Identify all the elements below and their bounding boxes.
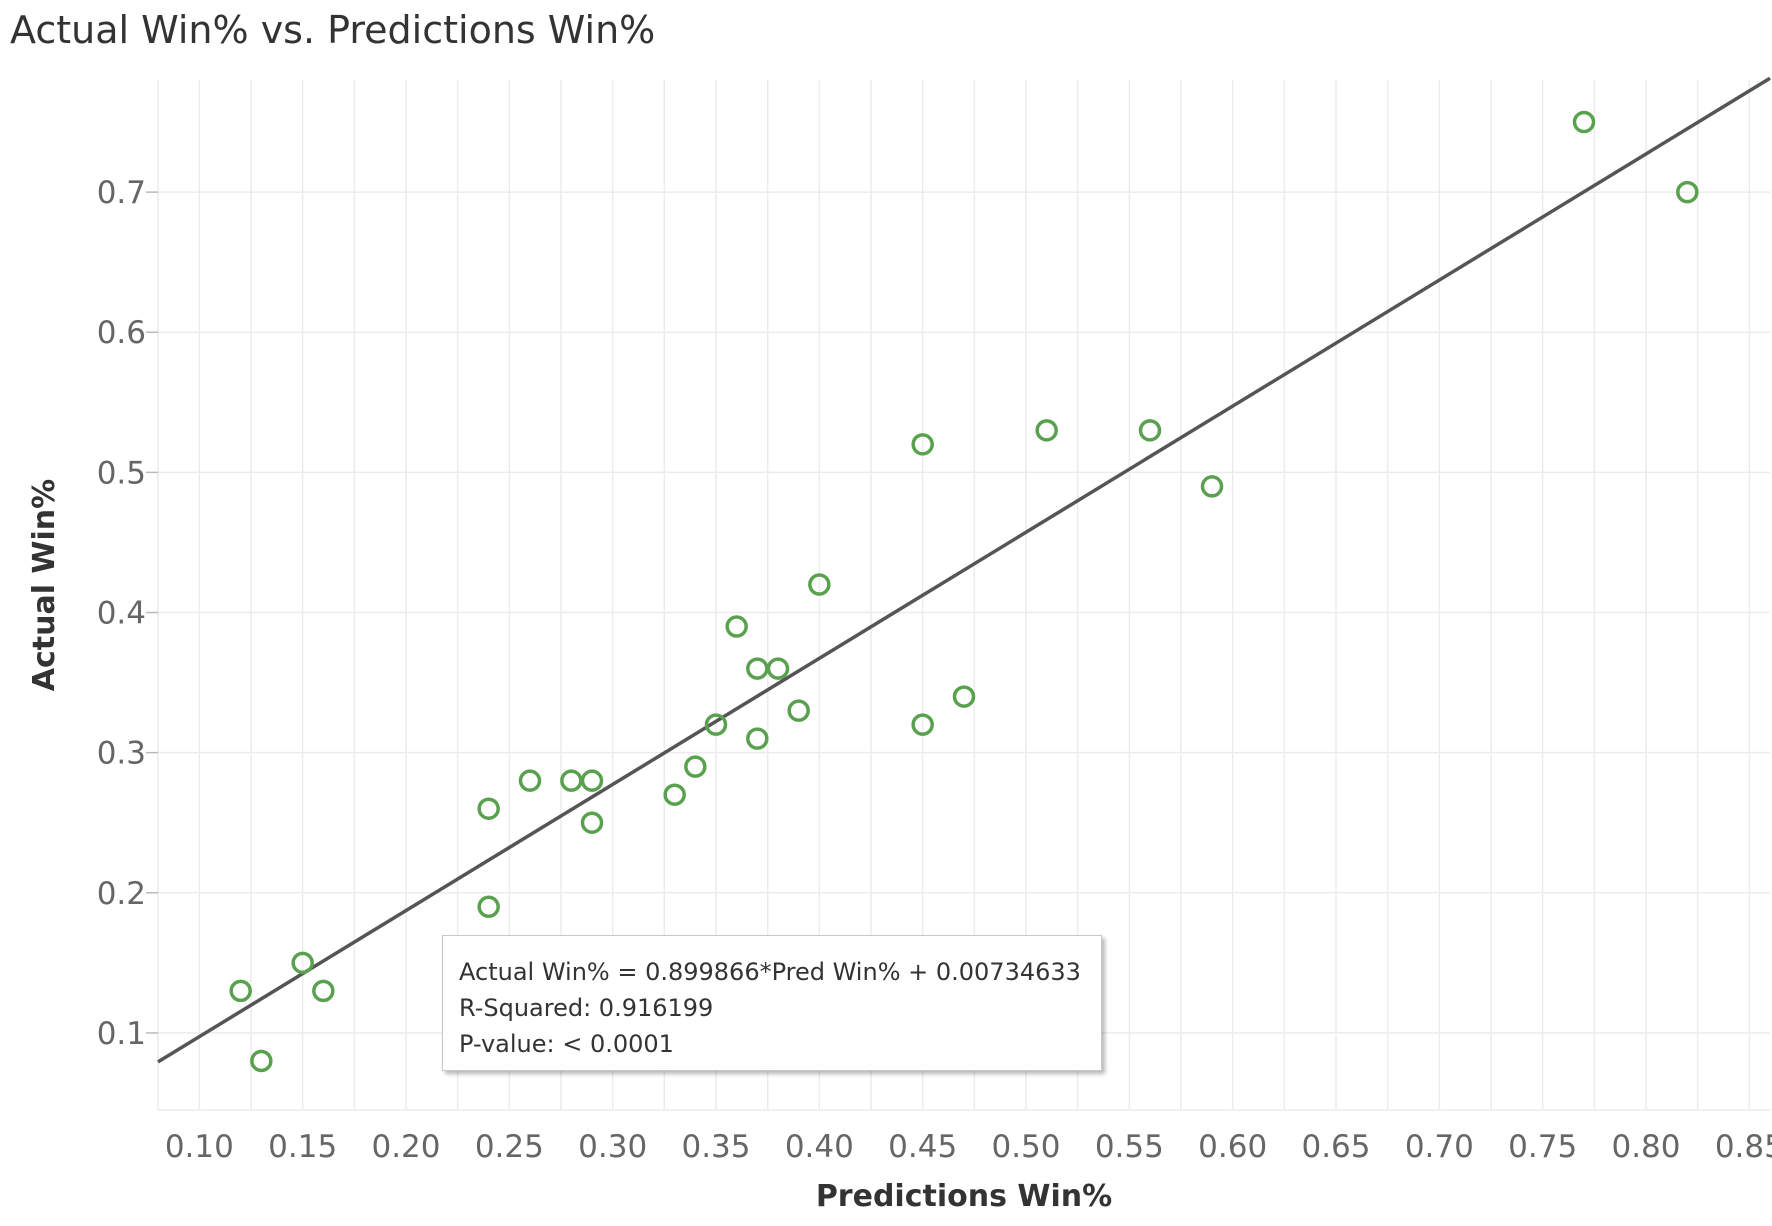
- data-points: [229, 110, 1699, 1073]
- data-point[interactable]: [312, 979, 335, 1003]
- trend-equation: Actual Win% = 0.899866*Pred Win% + 0.007…: [459, 958, 1081, 986]
- data-point[interactable]: [580, 811, 604, 834]
- trend-line-layer: [157, 76, 1771, 1064]
- x-tick-label: 0.60: [1198, 1129, 1267, 1165]
- axis-ticks: 0.10 0.15 0.20 0.25 0.30 0.35 0.40 0.45 0.50 0.55…: [97, 175, 1772, 1165]
- y-tick-label: 0.6: [97, 315, 146, 351]
- data-point[interactable]: [477, 895, 500, 919]
- y-tick-label: 0.7: [97, 175, 146, 211]
- data-point[interactable]: [746, 657, 769, 680]
- data-point[interactable]: [291, 951, 314, 975]
- data-point[interactable]: [663, 783, 686, 806]
- data-point[interactable]: [1035, 419, 1058, 442]
- r-squared-label: R-Squared: 0.916199: [459, 994, 714, 1022]
- x-tick-label: 0.15: [268, 1129, 337, 1165]
- x-tick-label: 0.70: [1405, 1129, 1474, 1165]
- data-point[interactable]: [1138, 419, 1162, 442]
- data-point[interactable]: [725, 615, 748, 638]
- data-point[interactable]: [787, 699, 810, 722]
- x-tick-label: 0.75: [1508, 1129, 1577, 1165]
- data-point[interactable]: [684, 755, 707, 778]
- data-point[interactable]: [1676, 180, 1699, 204]
- y-tick-label: 0.2: [97, 876, 146, 912]
- data-point[interactable]: [704, 713, 728, 736]
- x-tick-label: 0.50: [991, 1129, 1060, 1165]
- data-point[interactable]: [808, 573, 831, 596]
- y-tick-label: 0.1: [97, 1016, 146, 1052]
- data-point[interactable]: [1572, 110, 1596, 134]
- x-tick-label: 0.25: [475, 1129, 544, 1165]
- x-tick-label: 0.30: [578, 1129, 647, 1165]
- y-tick-label: 0.5: [97, 455, 146, 491]
- data-point[interactable]: [560, 769, 583, 792]
- data-point[interactable]: [952, 685, 976, 708]
- trend-line-tooltip: Actual Win% = 0.899866*Pred Win% + 0.007…: [442, 935, 1102, 1071]
- chart-title: Actual Win% vs. Predictions Win%: [10, 8, 656, 52]
- x-tick-label: 0.10: [165, 1129, 234, 1165]
- x-tick-label: 0.85: [1715, 1129, 1772, 1165]
- x-tick-label: 0.65: [1301, 1129, 1370, 1165]
- data-point[interactable]: [250, 1049, 273, 1073]
- x-tick-label: 0.80: [1611, 1129, 1680, 1165]
- trend-line[interactable]: [157, 76, 1771, 1064]
- x-tick-label: 0.55: [1095, 1129, 1164, 1165]
- x-tick-label: 0.20: [371, 1129, 440, 1165]
- x-tick-label: 0.40: [785, 1129, 854, 1165]
- data-point[interactable]: [911, 433, 934, 456]
- data-point[interactable]: [746, 727, 769, 750]
- data-point[interactable]: [477, 797, 500, 820]
- y-tick-label: 0.4: [97, 596, 146, 632]
- data-point[interactable]: [766, 657, 790, 680]
- y-tick-label: 0.3: [97, 736, 146, 772]
- x-axis-title: Predictions Win%: [816, 1179, 1112, 1214]
- data-point[interactable]: [911, 713, 934, 736]
- data-point[interactable]: [229, 979, 252, 1003]
- p-value-label: P-value: < 0.0001: [459, 1030, 674, 1058]
- data-point[interactable]: [518, 769, 542, 792]
- x-tick-label: 0.35: [681, 1129, 750, 1165]
- x-tick-label: 0.45: [888, 1129, 957, 1165]
- y-axis-title: Actual Win%: [27, 479, 62, 691]
- data-point[interactable]: [580, 769, 604, 792]
- data-point[interactable]: [1200, 475, 1224, 498]
